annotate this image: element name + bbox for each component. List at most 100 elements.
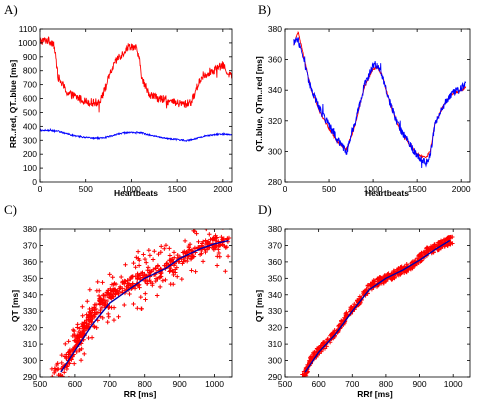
y-tick-label-d: 310: [268, 339, 282, 349]
data-point-c: [91, 323, 97, 329]
data-point-c: [216, 250, 222, 256]
x-tick-label-b: 0: [283, 184, 288, 194]
data-point-c: [74, 349, 79, 355]
x-tick-label-d: 900: [412, 379, 426, 389]
data-point-c: [85, 315, 91, 320]
data-point-c: [155, 276, 160, 282]
data-point-d: [448, 240, 453, 245]
data-point-c: [217, 254, 223, 259]
data-point-c: [59, 352, 64, 358]
data-point-c: [189, 255, 194, 261]
y-tick-label-c: 370: [23, 240, 37, 250]
data-point-c: [61, 384, 65, 388]
data-point-d: [375, 276, 381, 281]
panel-label-a: A): [4, 2, 18, 17]
data-point-d: [370, 280, 375, 286]
data-point-c: [107, 304, 112, 310]
data-point-c: [77, 326, 82, 331]
data-point-d: [419, 253, 424, 259]
data-point-c: [221, 217, 225, 221]
data-point-c: [156, 251, 161, 257]
data-point-c: [234, 243, 238, 247]
data-point-c: [131, 260, 136, 266]
data-point-c: [120, 280, 125, 285]
data-point-c: [74, 335, 80, 340]
data-point-c: [111, 317, 117, 323]
svg-text:QT [ms]: QT [ms]: [10, 290, 20, 322]
x-tick-label-b: 1500: [408, 184, 427, 194]
data-point-c: [117, 284, 123, 289]
y-tick-label-b: 340: [268, 85, 282, 95]
x-tick-label-d: 600: [312, 379, 326, 389]
y-tick-label-d: 350: [268, 273, 282, 283]
data-point-c: [109, 282, 115, 287]
data-point-c: [182, 258, 188, 263]
data-point-d: [344, 310, 349, 315]
data-point-c: [163, 243, 169, 248]
x-tick-label-d: 800: [379, 379, 393, 389]
data-point-c: [167, 246, 172, 251]
axes-frame-c: [39, 228, 233, 378]
data-point-c: [135, 249, 141, 254]
y-tick-label-b: 320: [268, 116, 282, 126]
data-point-c: [78, 358, 84, 363]
data-point-c: [167, 265, 172, 271]
data-point-c: [167, 258, 172, 263]
data-point-c: [81, 323, 86, 328]
data-point-c: [110, 288, 116, 294]
data-point-c: [106, 295, 112, 300]
data-point-c: [146, 248, 152, 253]
data-point-c: [133, 264, 138, 270]
data-point-d: [308, 354, 314, 359]
data-point-c: [214, 263, 220, 268]
data-point-c: [200, 239, 206, 244]
y-tick-label-a: 1100: [19, 24, 38, 34]
data-point-c: [214, 244, 219, 249]
data-point-c: [145, 281, 150, 286]
data-point-c: [62, 370, 67, 375]
data-point-c: [145, 268, 150, 273]
data-point-d: [394, 267, 400, 272]
data-point-c: [217, 243, 223, 248]
data-point-c: [80, 313, 85, 318]
svg-text:QT..blue, QTm..red [ms]: QT..blue, QTm..red [ms]: [254, 56, 264, 152]
plot-area-d: [300, 234, 455, 377]
data-point-c: [72, 338, 77, 343]
data-point-c: [225, 254, 231, 259]
data-point-d: [412, 263, 418, 268]
data-point-d: [355, 298, 360, 304]
data-point-c: [233, 235, 237, 239]
y-tick-label-c: 300: [23, 356, 37, 366]
data-point-d: [410, 259, 416, 264]
y-tick-label-b: 380: [268, 24, 282, 34]
y-tick-label-a: 800: [23, 66, 37, 76]
data-point-c: [113, 281, 119, 287]
y-tick-label-a: 500: [23, 107, 37, 117]
data-point-c: [158, 271, 163, 276]
y-tick-label-d: 290: [268, 372, 282, 382]
data-point-c: [64, 364, 70, 369]
y-axis-label-a: RR..red, QT..blue [ms]: [8, 60, 18, 148]
data-point-c: [111, 305, 117, 310]
data-point-c: [144, 260, 149, 265]
data-point-c: [97, 299, 103, 304]
y-tick-label-a: 100: [23, 163, 37, 173]
data-point-c: [219, 234, 224, 240]
data-point-c: [153, 265, 158, 271]
data-point-c: [110, 275, 115, 280]
data-point-c: [189, 248, 195, 253]
data-point-c: [226, 235, 232, 241]
data-point-c: [159, 244, 164, 249]
data-point-d: [392, 274, 398, 280]
data-point-c: [229, 212, 233, 216]
data-point-c: [122, 302, 127, 308]
data-point-c: [157, 284, 163, 290]
data-point-c: [195, 244, 201, 250]
panel-label-c: C): [4, 202, 17, 217]
x-tick-label-c: 500: [33, 379, 47, 389]
data-point-c: [162, 246, 167, 251]
data-point-c: [136, 282, 142, 288]
y-tick-label-b: 360: [268, 55, 282, 65]
data-point-c: [69, 357, 74, 362]
